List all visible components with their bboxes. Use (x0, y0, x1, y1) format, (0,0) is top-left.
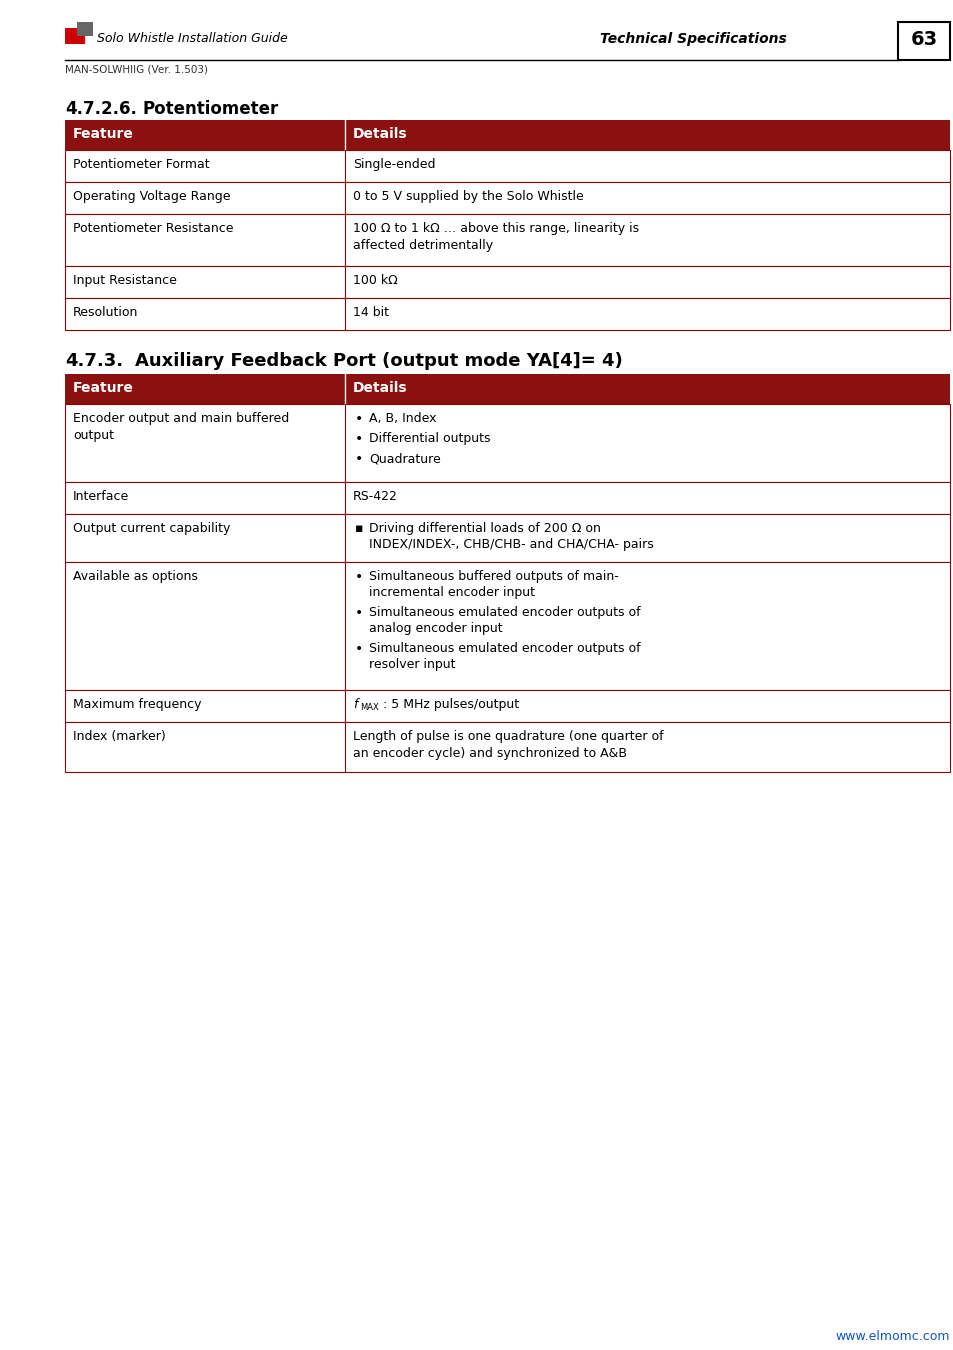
Text: 14 bit: 14 bit (353, 306, 389, 319)
Text: •: • (355, 412, 363, 427)
Text: MAN-SOLWHIIG (Ver. 1.503): MAN-SOLWHIIG (Ver. 1.503) (65, 65, 208, 76)
Text: Encoder output and main buffered: Encoder output and main buffered (73, 412, 289, 425)
Bar (65, 562, 949, 690)
Text: •: • (355, 570, 363, 585)
Text: Quadrature: Quadrature (369, 452, 440, 464)
Bar (65, 266, 949, 298)
Bar (77, 22, 92, 36)
Bar (65, 28, 85, 45)
Bar (65, 374, 949, 404)
Text: Differential outputs: Differential outputs (369, 432, 490, 446)
Text: an encoder cycle) and synchronized to A&B: an encoder cycle) and synchronized to A&… (353, 747, 626, 760)
Text: Interface: Interface (73, 490, 129, 504)
Text: Length of pulse is one quadrature (one quarter of: Length of pulse is one quadrature (one q… (353, 730, 663, 742)
Text: INDEX/INDEX-, CHB/CHB- and CHA/CHA- pairs: INDEX/INDEX-, CHB/CHB- and CHA/CHA- pair… (369, 539, 653, 551)
Text: Output current capability: Output current capability (73, 522, 230, 535)
Text: Simultaneous buffered outputs of main-: Simultaneous buffered outputs of main- (369, 570, 618, 583)
Text: •: • (355, 643, 363, 656)
Text: Technical Specifications: Technical Specifications (599, 32, 786, 46)
Bar (65, 298, 949, 329)
Text: Single-ended: Single-ended (353, 158, 435, 171)
Text: affected detrimentally: affected detrimentally (353, 239, 493, 252)
Text: •: • (355, 432, 363, 446)
Text: Potentiometer: Potentiometer (143, 100, 279, 117)
Text: Available as options: Available as options (73, 570, 197, 583)
Text: analog encoder input: analog encoder input (369, 622, 502, 634)
Bar (65, 514, 949, 562)
Bar (65, 482, 949, 514)
Text: output: output (73, 429, 113, 441)
Text: Potentiometer Resistance: Potentiometer Resistance (73, 221, 233, 235)
Text: incremental encoder input: incremental encoder input (369, 586, 535, 599)
Text: www.elmomc.com: www.elmomc.com (835, 1330, 949, 1343)
Text: •: • (355, 452, 363, 466)
Text: Feature: Feature (73, 381, 133, 396)
Text: MAX: MAX (359, 703, 378, 711)
Text: 4.7.2.6.: 4.7.2.6. (65, 100, 136, 117)
Text: 4.7.3.: 4.7.3. (65, 352, 123, 370)
Text: ▪: ▪ (355, 522, 363, 535)
Text: 100 Ω to 1 kΩ … above this range, linearity is: 100 Ω to 1 kΩ … above this range, linear… (353, 221, 639, 235)
Text: resolver input: resolver input (369, 657, 455, 671)
Bar (65, 150, 949, 182)
Bar (65, 404, 949, 482)
Text: Auxiliary Feedback Port (output mode YA[4]= 4): Auxiliary Feedback Port (output mode YA[… (135, 352, 622, 370)
Bar (65, 722, 949, 772)
Text: : 5 MHz pulses/output: : 5 MHz pulses/output (378, 698, 518, 711)
Text: Resolution: Resolution (73, 306, 138, 319)
Bar (65, 120, 949, 150)
Text: 100 kΩ: 100 kΩ (353, 274, 397, 288)
Text: Operating Voltage Range: Operating Voltage Range (73, 190, 231, 202)
Text: Maximum frequency: Maximum frequency (73, 698, 201, 711)
Text: 0 to 5 V supplied by the Solo Whistle: 0 to 5 V supplied by the Solo Whistle (353, 190, 583, 202)
Text: Input Resistance: Input Resistance (73, 274, 176, 288)
Text: f: f (353, 698, 357, 711)
Text: Details: Details (353, 127, 407, 140)
Text: •: • (355, 606, 363, 620)
Bar (897, 22, 949, 59)
Bar (65, 690, 949, 722)
Text: Solo Whistle Installation Guide: Solo Whistle Installation Guide (97, 32, 288, 45)
Bar (65, 215, 949, 266)
Text: 63: 63 (909, 30, 937, 49)
Text: Driving differential loads of 200 Ω on: Driving differential loads of 200 Ω on (369, 522, 600, 535)
Text: Potentiometer Format: Potentiometer Format (73, 158, 210, 171)
Text: Simultaneous emulated encoder outputs of: Simultaneous emulated encoder outputs of (369, 643, 640, 655)
Text: Simultaneous emulated encoder outputs of: Simultaneous emulated encoder outputs of (369, 606, 640, 620)
Text: Details: Details (353, 381, 407, 396)
Text: Index (marker): Index (marker) (73, 730, 166, 742)
Bar (65, 182, 949, 215)
Text: Feature: Feature (73, 127, 133, 140)
Text: A, B, Index: A, B, Index (369, 412, 436, 425)
Text: RS-422: RS-422 (353, 490, 397, 504)
